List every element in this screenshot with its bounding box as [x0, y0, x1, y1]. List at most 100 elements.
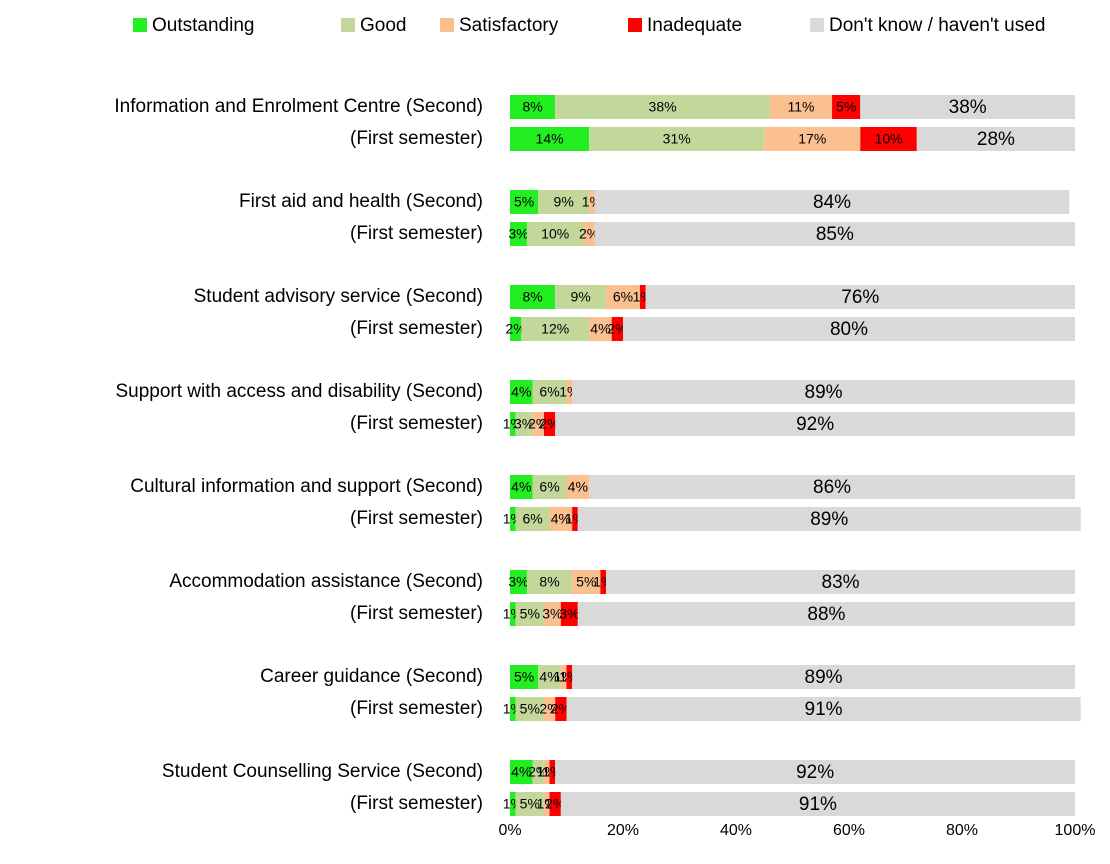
- data-label: 4%: [511, 479, 531, 495]
- bar-segment: [589, 475, 1075, 499]
- data-label: 38%: [649, 99, 677, 115]
- bar-segment: [832, 95, 861, 119]
- data-label: 17%: [798, 131, 826, 147]
- data-label: 2%: [607, 321, 627, 337]
- bar-segment: [566, 697, 1081, 721]
- bar-segment: [543, 760, 550, 784]
- bar-segment: [515, 792, 544, 816]
- data-label: 3%: [508, 226, 528, 242]
- bar-segment: [555, 697, 567, 721]
- bar-segment: [572, 665, 1075, 689]
- data-label: 4%: [511, 384, 531, 400]
- legend-label: Don't know / haven't used: [829, 15, 1045, 36]
- data-label: 6%: [613, 289, 633, 305]
- bar-segment: [560, 792, 1075, 816]
- bar-segment: [769, 95, 833, 119]
- bar-segment: [589, 190, 595, 214]
- bar-segment: [510, 317, 522, 341]
- category-label: First aid and health (Second): [239, 191, 483, 212]
- category-label: Career guidance (Second): [260, 666, 483, 687]
- legend-swatch: [628, 18, 642, 32]
- bar-segment: [555, 412, 1075, 436]
- data-label: 5%: [520, 606, 540, 622]
- bar-segment: [549, 507, 573, 531]
- data-label: 89%: [805, 667, 843, 688]
- bar-segment: [594, 190, 1070, 214]
- data-label: 3%: [508, 574, 528, 590]
- legend-swatch: [810, 18, 824, 32]
- bar-segment: [532, 412, 544, 436]
- bar-segment: [572, 570, 601, 594]
- bar-segment: [510, 792, 516, 816]
- bar-segment: [515, 602, 544, 626]
- category-label: (First semester): [350, 698, 483, 719]
- bar-segment: [510, 412, 516, 436]
- data-label: 4%: [511, 764, 531, 780]
- data-label: 5%: [520, 701, 540, 717]
- data-label: 8%: [539, 574, 559, 590]
- x-tick-label: 60%: [833, 822, 865, 839]
- bar-segment: [583, 222, 595, 246]
- data-label: 4%: [568, 479, 588, 495]
- data-label: 11%: [787, 99, 814, 115]
- bar-segment: [577, 507, 1081, 531]
- data-label: 6%: [539, 479, 559, 495]
- category-label: (First semester): [350, 223, 483, 244]
- data-label: 88%: [807, 604, 845, 625]
- bar-segment: [521, 317, 590, 341]
- data-label: 14%: [536, 131, 564, 147]
- data-label: 85%: [816, 224, 854, 245]
- category-label: (First semester): [350, 318, 483, 339]
- data-label: 8%: [522, 99, 542, 115]
- bar-segment: [543, 602, 561, 626]
- bar-segment: [510, 760, 533, 784]
- bar-segment: [555, 95, 770, 119]
- legend-swatch: [440, 18, 454, 32]
- category-label: (First semester): [350, 413, 483, 434]
- data-label: 84%: [813, 192, 851, 213]
- category-label: Cultural information and support (Second…: [130, 476, 483, 497]
- bar-segment: [538, 190, 590, 214]
- bar-segment: [764, 127, 861, 151]
- data-label: 83%: [822, 572, 860, 593]
- bar-segment: [532, 475, 567, 499]
- category-label: Accommodation assistance (Second): [169, 571, 483, 592]
- data-label: 8%: [522, 289, 542, 305]
- bar-segment: [560, 665, 567, 689]
- bar-segment: [916, 127, 1075, 151]
- data-label: 3%: [542, 606, 562, 622]
- bar-segment: [623, 317, 1075, 341]
- data-label: 2%: [539, 701, 559, 717]
- bar-segment: [510, 475, 533, 499]
- bar-segment: [543, 792, 550, 816]
- data-label: 80%: [830, 319, 868, 340]
- data-label: 4%: [590, 321, 610, 337]
- bar-segment: [555, 285, 607, 309]
- category-label: (First semester): [350, 793, 483, 814]
- bar-segment: [594, 222, 1075, 246]
- data-label: 5%: [514, 194, 534, 210]
- bar-segment: [566, 665, 573, 689]
- bar-segment: [515, 697, 544, 721]
- data-label: 2%: [579, 226, 599, 242]
- data-label: 5%: [836, 99, 856, 115]
- data-label: 9%: [571, 289, 591, 305]
- bar-segment: [510, 380, 533, 404]
- data-label: 3%: [559, 606, 579, 622]
- bar-segment: [538, 665, 561, 689]
- bar-segment: [515, 412, 533, 436]
- data-label: 86%: [813, 477, 851, 498]
- data-label: 38%: [949, 97, 987, 118]
- data-label: 76%: [841, 287, 879, 308]
- data-label: 89%: [810, 509, 848, 530]
- bar-segment: [639, 285, 646, 309]
- data-label: 12%: [541, 321, 569, 337]
- bar-segment: [510, 570, 527, 594]
- category-label: Information and Enrolment Centre (Second…: [114, 96, 483, 117]
- bar-segment: [510, 697, 516, 721]
- bar-segment: [510, 507, 516, 531]
- x-tick-label: 20%: [607, 822, 639, 839]
- x-tick-label: 40%: [720, 822, 752, 839]
- data-label: 9%: [554, 194, 574, 210]
